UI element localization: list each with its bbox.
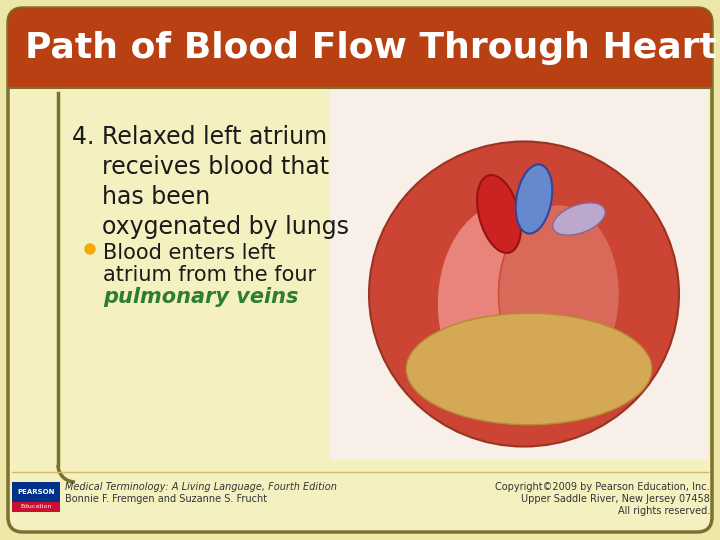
Text: atrium from the four: atrium from the four — [103, 265, 316, 285]
Ellipse shape — [498, 205, 619, 383]
Bar — [8, 48, 712, 88]
Text: oxygenated by lungs: oxygenated by lungs — [72, 215, 349, 239]
Circle shape — [85, 244, 95, 254]
FancyBboxPatch shape — [8, 8, 712, 532]
Ellipse shape — [477, 175, 521, 253]
Bar — [12, 502, 60, 512]
Text: Upper Saddle River, New Jersey 07458: Upper Saddle River, New Jersey 07458 — [521, 494, 710, 504]
Ellipse shape — [553, 203, 606, 235]
Ellipse shape — [406, 313, 652, 425]
Text: All rights reserved.: All rights reserved. — [618, 506, 710, 516]
Text: Path of Blood Flow Through Heart: Path of Blood Flow Through Heart — [25, 31, 717, 65]
Ellipse shape — [516, 164, 552, 234]
Bar — [330, 88, 708, 460]
Text: Bonnie F. Fremgen and Suzanne S. Frucht: Bonnie F. Fremgen and Suzanne S. Frucht — [65, 494, 267, 504]
Text: receives blood that: receives blood that — [72, 155, 329, 179]
Text: 4. Relaxed left atrium: 4. Relaxed left atrium — [72, 125, 327, 149]
Ellipse shape — [437, 202, 581, 406]
Text: has been: has been — [72, 185, 210, 209]
Bar — [12, 482, 60, 502]
FancyBboxPatch shape — [8, 8, 712, 88]
Text: Medical Terminology: A Living Language, Fourth Edition: Medical Terminology: A Living Language, … — [65, 482, 337, 492]
Ellipse shape — [369, 141, 679, 447]
Text: Education: Education — [20, 504, 52, 510]
Text: Copyright©2009 by Pearson Education, Inc.: Copyright©2009 by Pearson Education, Inc… — [495, 482, 710, 492]
Text: PEARSON: PEARSON — [17, 489, 55, 495]
Text: pulmonary veins: pulmonary veins — [103, 287, 298, 307]
Text: Blood enters left: Blood enters left — [103, 243, 276, 263]
